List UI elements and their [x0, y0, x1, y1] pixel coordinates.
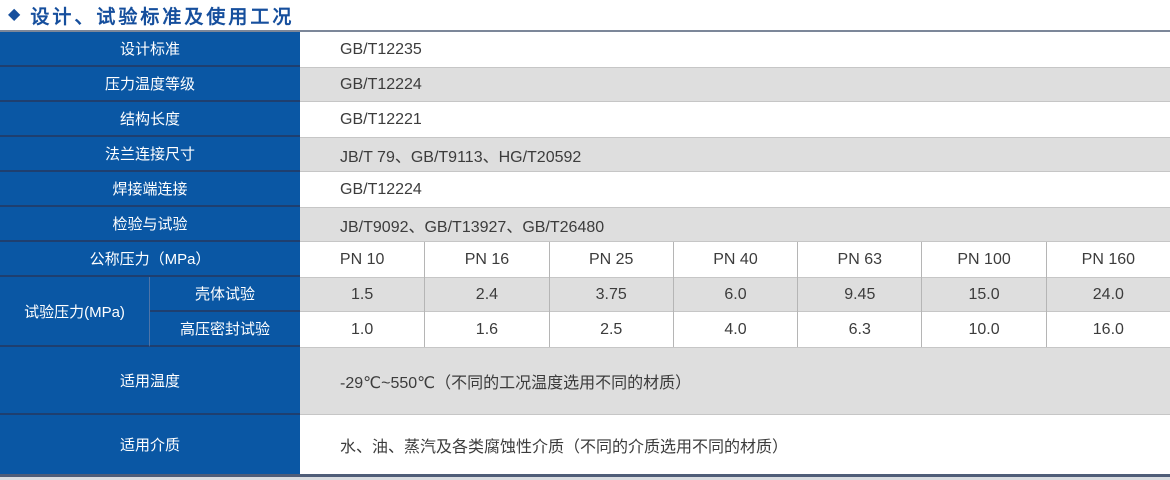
row-label-applicable-temperature: 适用温度 [0, 347, 300, 415]
row-value-flange-dimensions: JB/T 79、GB/T9113、HG/T20592 [300, 137, 1170, 172]
row-label-design-standard: 设计标准 [0, 32, 300, 67]
section-title-bar: ◆ 设计、试验标准及使用工况 [0, 0, 1170, 30]
row-value-face-to-face: GB/T12221 [300, 102, 1170, 137]
row-value-applicable-medium: 水、油、蒸汽及各类腐蚀性介质（不同的介质选用不同的材质） [300, 415, 1170, 474]
shell-test-value: 9.45 [797, 277, 922, 312]
row-value-design-standard: GB/T12235 [300, 32, 1170, 67]
pn-header: PN 10 [300, 242, 425, 277]
row-label-weld-end: 焊接端连接 [0, 172, 300, 207]
spec-table: 设计标准 GB/T12235 压力温度等级 GB/T12224 结构长度 GB/… [0, 30, 1170, 477]
row-value-inspection-test: JB/T9092、GB/T13927、GB/T26480 [300, 207, 1170, 242]
row-label-face-to-face: 结构长度 [0, 102, 300, 137]
row-label-nominal-pressure: 公称压力（MPa） [0, 242, 300, 277]
pn-header: PN 25 [548, 242, 673, 277]
row-label-pressure-temp-rating: 压力温度等级 [0, 67, 300, 102]
row-label-test-pressure: 试验压力(MPa) [0, 277, 150, 347]
seal-test-value: 16.0 [1045, 312, 1170, 347]
row-label-shell-test: 壳体试验 [150, 277, 300, 312]
row-value-applicable-temperature: -29℃~550℃（不同的工况温度选用不同的材质） [300, 347, 1170, 415]
shell-test-value: 3.75 [548, 277, 673, 312]
pn-header: PN 16 [424, 242, 549, 277]
seal-test-value: 6.3 [797, 312, 922, 347]
row-value-pressure-temp-rating: GB/T12224 [300, 67, 1170, 102]
pn-header: PN 100 [921, 242, 1046, 277]
pn-header: PN 63 [797, 242, 922, 277]
seal-test-value: 1.0 [300, 312, 425, 347]
section-title: 设计、试验标准及使用工况 [30, 6, 295, 28]
shell-test-value: 6.0 [672, 277, 798, 312]
shell-test-value: 15.0 [921, 277, 1046, 312]
pn-header: PN 40 [672, 242, 798, 277]
row-label-applicable-medium: 适用介质 [0, 415, 300, 474]
row-value-weld-end: GB/T12224 [300, 172, 1170, 207]
shell-test-value: 2.4 [424, 277, 549, 312]
seal-test-value: 1.6 [424, 312, 549, 347]
seal-test-value: 4.0 [672, 312, 798, 347]
shell-test-value: 24.0 [1045, 277, 1170, 312]
seal-test-value: 10.0 [921, 312, 1046, 347]
shell-test-value: 1.5 [300, 277, 425, 312]
diamond-bullet-icon: ◆ [8, 6, 21, 23]
row-label-flange-dimensions: 法兰连接尺寸 [0, 137, 300, 172]
seal-test-value: 2.5 [548, 312, 673, 347]
row-label-high-pressure-seal-test: 高压密封试验 [150, 312, 300, 347]
row-label-inspection-test: 检验与试验 [0, 207, 300, 242]
pn-header: PN 160 [1045, 242, 1170, 277]
